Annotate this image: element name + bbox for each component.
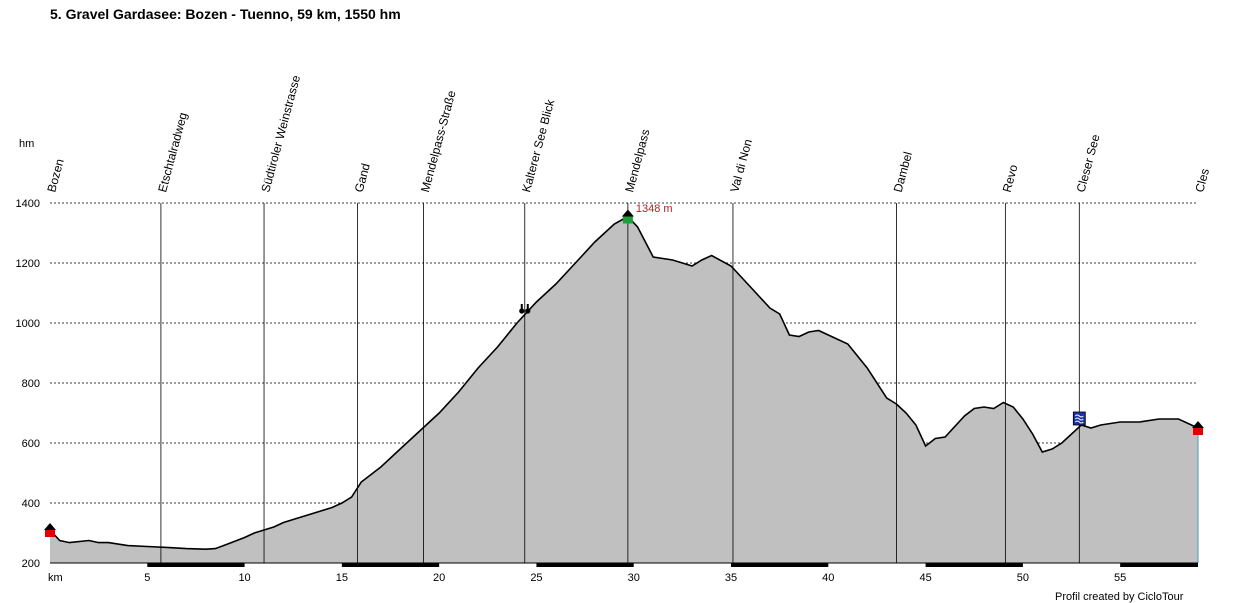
x-tick-label: 15 (336, 572, 348, 584)
waypoint-label: Val di Non (727, 138, 755, 194)
elevation-area (49, 215, 1199, 563)
y-tick-label: 1400 (16, 198, 40, 210)
x-axis-segment (341, 563, 440, 567)
peak-elevation-label: 1348 m (636, 203, 673, 215)
x-axis-segment (731, 563, 829, 567)
waypoint-label: Bozen (44, 157, 66, 193)
y-axis-unit-label: hm (19, 138, 34, 150)
x-axis-segment (1120, 563, 1198, 567)
x-tick-label: 25 (530, 572, 542, 584)
chart-title: 5. Gravel Gardasee: Bozen - Tuenno, 59 k… (50, 6, 401, 22)
lake-icon-wave (1074, 417, 1084, 421)
x-tick-label: 40 (822, 572, 834, 584)
finish-house-icon (1192, 421, 1204, 428)
binoculars-icon (519, 308, 525, 314)
y-tick-label: 1000 (16, 318, 40, 330)
y-tick-label: 600 (22, 438, 40, 450)
start-house-icon (44, 523, 56, 530)
credit-text: Profil created by CicloTour (1055, 591, 1184, 603)
x-axis-segment (147, 563, 245, 567)
elevation-fill (50, 216, 1198, 563)
waypoint-label: Gand (352, 162, 373, 194)
waypoint-label: Südtiroler Weinstrasse (258, 73, 303, 193)
y-tick-label: 400 (22, 498, 40, 510)
x-tick-label: 55 (1114, 572, 1126, 584)
map-icons: 1348 m (44, 203, 1204, 537)
x-axis-segment (925, 563, 1023, 567)
binoculars-icon-lens (525, 308, 531, 314)
waypoint-label: Kalterer See Blick (519, 97, 557, 194)
binoculars-icon-tube (520, 304, 523, 309)
x-tick-label: 10 (238, 572, 250, 584)
x-tick-label: 20 (433, 572, 445, 584)
x-tick-label: 5 (144, 572, 150, 584)
start-house-icon-base (45, 530, 55, 537)
lake-icon-wave (1074, 420, 1084, 424)
lake-icon-wave (1074, 414, 1084, 418)
summit-flag-icon-base (622, 216, 633, 224)
y-tick-label: 200 (22, 558, 40, 570)
x-tick-label: 30 (628, 572, 640, 584)
x-axis-unit-label: km (48, 572, 63, 584)
summit-flag-icon (621, 209, 634, 217)
binoculars-icon-tube (526, 304, 529, 309)
elevation-line (49, 215, 1199, 551)
y-axis-ticks: 200 400 600 800 1000 1200 1400 (16, 198, 40, 570)
x-tick-label: 50 (1017, 572, 1029, 584)
x-tick-label: 45 (919, 572, 931, 584)
waypoint-label: Cles (1192, 167, 1212, 194)
waypoint-label: Cleser See (1074, 132, 1103, 193)
x-tick-label: 35 (725, 572, 737, 584)
waypoint-label: Dambel (891, 150, 915, 194)
waypoint-label: Mendelpass (622, 128, 652, 194)
waypoint-label: Mendelpass-Straße (418, 89, 459, 194)
waypoint-label: Revo (1000, 163, 1021, 194)
y-tick-label: 1200 (16, 258, 40, 270)
waypoint-label: Etschtalradweg (155, 111, 190, 194)
x-axis-ticks: 5 10 15 20 25 30 35 40 45 50 55 (50, 562, 1198, 584)
finish-house-icon-base (1193, 428, 1203, 435)
x-axis-segment (536, 563, 634, 567)
y-tick-label: 800 (22, 378, 40, 390)
